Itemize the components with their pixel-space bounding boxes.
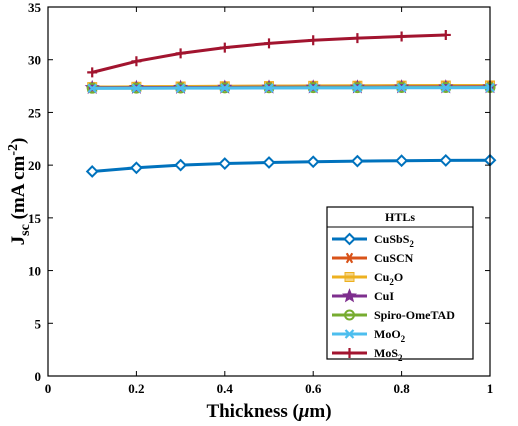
legend-label: MoS2 — [374, 346, 403, 363]
legend-marker — [344, 329, 355, 339]
x-tick-label: 0.2 — [128, 381, 144, 396]
data-point-moo2 — [396, 82, 407, 93]
data-point-moo2 — [352, 83, 363, 93]
legend-label: CuSbS2 — [374, 232, 414, 249]
y-tick-label: 25 — [28, 105, 42, 120]
data-point-cusbs2 — [218, 157, 232, 170]
data-point-cusbs2 — [85, 165, 99, 178]
legend-entry-moo2: MoO2 — [332, 327, 406, 344]
plot-area — [84, 29, 498, 178]
legend-entry-cusbs2: CuSbS2 — [332, 232, 414, 249]
data-point-moo2 — [220, 83, 230, 93]
y-tick-label: 10 — [28, 264, 41, 279]
x-axis-title: Thickness (μm) — [206, 401, 331, 422]
legend-marker — [344, 272, 355, 282]
data-point-mos2 — [308, 35, 319, 46]
data-point-cusbs2 — [439, 153, 453, 167]
data-point-mos2 — [175, 48, 186, 59]
legend-marker — [342, 288, 357, 303]
series-line-cusbs2 — [92, 158, 491, 173]
y-axis-title: Jsc (mA cm-2) — [6, 138, 33, 246]
data-point-moo2 — [175, 83, 186, 93]
data-point-cusbs2 — [350, 154, 364, 168]
data-point-cusbs2 — [262, 156, 276, 169]
y-tick-label: 15 — [28, 211, 42, 226]
x-tick-label: 0.4 — [217, 381, 234, 396]
legend-entry-mos2: MoS2 — [332, 346, 403, 363]
data-point-mos2 — [87, 67, 98, 78]
data-point-mos2 — [219, 42, 230, 53]
data-point-mos2 — [131, 56, 142, 67]
data-point-mos2 — [440, 29, 451, 40]
legend-title: HTLs — [385, 210, 415, 224]
data-point-cusbs2 — [129, 161, 143, 175]
legend-entry-cuscn: CuSCN — [332, 251, 414, 265]
y-tick-label: 0 — [35, 369, 42, 384]
legend-marker — [344, 252, 355, 264]
data-point-moo2 — [131, 83, 142, 94]
legend-marker — [343, 232, 356, 246]
data-point-moo2 — [441, 82, 451, 93]
y-tick-label: 30 — [28, 53, 41, 68]
x-tick-label: 0.8 — [393, 381, 410, 396]
data-point-moo2 — [264, 83, 274, 93]
series-cusbs2 — [85, 153, 497, 178]
series-mos2 — [87, 29, 451, 78]
x-tick-label: 0 — [45, 381, 52, 396]
data-point-mos2 — [352, 33, 363, 44]
data-point-cusbs2 — [395, 154, 409, 168]
legend-entry-spiro-ometad: Spiro-OmeTAD — [332, 308, 455, 322]
data-point-moo2 — [308, 83, 318, 93]
legend-label: CuI — [374, 289, 394, 303]
legend-entry-cui: CuI — [332, 288, 394, 303]
legend-label: Spiro-OmeTAD — [374, 308, 455, 322]
plot-frame — [47, 6, 491, 377]
y-tick-label: 35 — [28, 0, 42, 15]
data-point-moo2 — [87, 83, 97, 94]
y-tick-label: 5 — [35, 316, 42, 331]
legend-label: MoO2 — [374, 327, 406, 344]
data-point-mos2 — [396, 31, 407, 42]
legend-marker — [344, 309, 355, 321]
y-tick-label: 20 — [28, 158, 41, 173]
data-point-cusbs2 — [174, 158, 188, 172]
series-line-moo2 — [92, 86, 491, 90]
x-tick-label: 1 — [487, 381, 494, 396]
legend-marker — [344, 348, 355, 358]
data-point-cusbs2 — [306, 155, 320, 169]
data-point-mos2 — [264, 38, 274, 49]
legend: HTLs CuSbS2 CuSCN Cu2O CuI Spiro-OmeTAD MoO2 Mo… — [326, 206, 474, 363]
legend-label: Cu2O — [374, 270, 403, 287]
legend-entry-cu2o: Cu2O — [332, 270, 403, 287]
legend-label: CuSCN — [374, 251, 414, 265]
x-tick-label: 0.6 — [305, 381, 322, 396]
